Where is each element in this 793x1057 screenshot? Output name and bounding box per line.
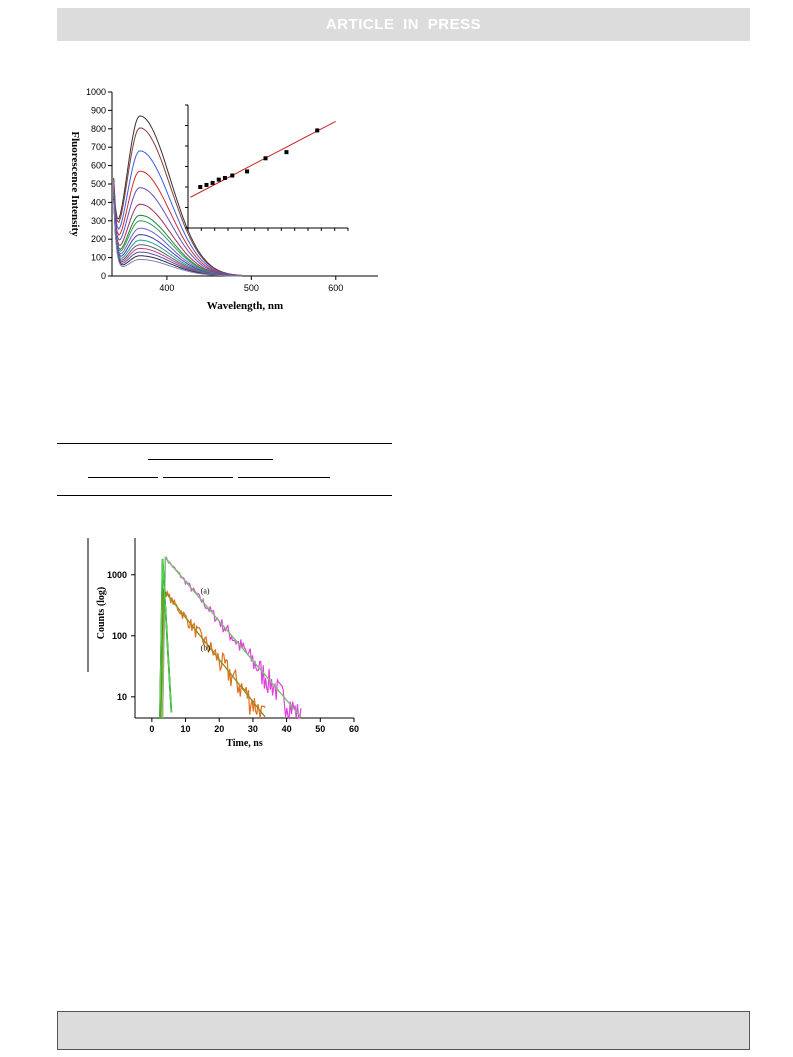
y-tick-label: 900 xyxy=(91,105,106,115)
y-tick-label: 500 xyxy=(91,179,106,189)
inset-data-point xyxy=(230,173,235,178)
decay-fit-curve xyxy=(159,559,173,719)
x-tick-label: 0 xyxy=(149,724,154,734)
y-tick-label: 100 xyxy=(91,253,106,263)
inset-data-point xyxy=(315,128,320,133)
x-tick-label: 30 xyxy=(248,724,258,734)
inset-data-point xyxy=(210,180,215,185)
fluorescence-decay-chart: 10 100 1000 0 10 20 30 40 50 60 Time, ns Counts (lo… xyxy=(87,538,359,749)
article-in-press-banner: ARTICLE IN PRESS xyxy=(57,8,750,41)
inset-fit-line xyxy=(190,120,336,198)
y-tick-label: 400 xyxy=(91,197,106,207)
x-tick-label: 10 xyxy=(181,724,191,734)
inset-data-point xyxy=(216,177,221,182)
spectrum-curve xyxy=(113,127,243,276)
x-axis-label: Wavelength, nm xyxy=(207,300,283,312)
inset-data-point xyxy=(204,182,209,187)
table-subgroup-rule-2 xyxy=(163,477,233,478)
y-tick-label: 300 xyxy=(91,216,106,226)
x-tick-label: 20 xyxy=(214,724,224,734)
annotation-b: (b) xyxy=(201,643,211,652)
spectrum-curve xyxy=(113,187,243,277)
spectrum-curve xyxy=(113,199,242,277)
inset-data-point xyxy=(198,185,203,189)
table-top-rule xyxy=(57,443,392,444)
inset-data-point xyxy=(263,156,268,161)
inset-data-point xyxy=(284,150,289,155)
annotation-a: (a) xyxy=(201,586,210,595)
table-subgroup-rule-1 xyxy=(88,477,158,478)
x-tick-label: 600 xyxy=(328,283,343,293)
y-tick-label: 700 xyxy=(91,142,106,152)
x-tick-label: 400 xyxy=(159,283,174,293)
banner-text: ARTICLE IN PRESS xyxy=(325,16,482,33)
fluorescence-spectra-chart: 0 100 200 300 400 500 600 700 800 900 1000 400 500 60… xyxy=(69,87,378,312)
y-tick-label: 1000 xyxy=(107,570,127,580)
spectrum-curve xyxy=(113,199,242,277)
footer-citation-bar xyxy=(57,1011,750,1050)
y-tick-label: 0 xyxy=(101,271,106,281)
decay-data-trace xyxy=(160,589,266,719)
table-group-rule xyxy=(148,459,273,460)
spectrum-curve xyxy=(113,198,242,277)
decay-data-trace xyxy=(162,556,302,720)
spectrum-curve xyxy=(113,150,243,277)
inset-data-point xyxy=(245,169,250,174)
y-axis-label: Fluorescence Intensity xyxy=(69,131,81,237)
y-tick-label: 10 xyxy=(117,692,127,702)
y-tick-label: 600 xyxy=(91,161,106,171)
x-tick-label: 40 xyxy=(282,724,292,734)
table-subgroup-rule-3 xyxy=(238,477,330,478)
y-tick-label: 100 xyxy=(112,631,127,641)
x-tick-label: 50 xyxy=(315,724,325,734)
decay-fit-curve xyxy=(161,555,302,719)
inset-data-point xyxy=(222,175,227,180)
x-tick-label: 500 xyxy=(244,283,259,293)
spectrum-curve xyxy=(113,198,242,277)
decay-fit-curve xyxy=(160,588,266,719)
x-tick-label: 60 xyxy=(349,724,359,734)
y-tick-label: 800 xyxy=(91,124,106,134)
x-axis-label: Time, ns xyxy=(226,738,263,749)
y-tick-label: 1000 xyxy=(86,87,106,97)
y-tick-label: 200 xyxy=(91,234,106,244)
table-bottom-rule xyxy=(57,495,392,496)
y-axis-label: Counts (log) xyxy=(96,587,107,640)
